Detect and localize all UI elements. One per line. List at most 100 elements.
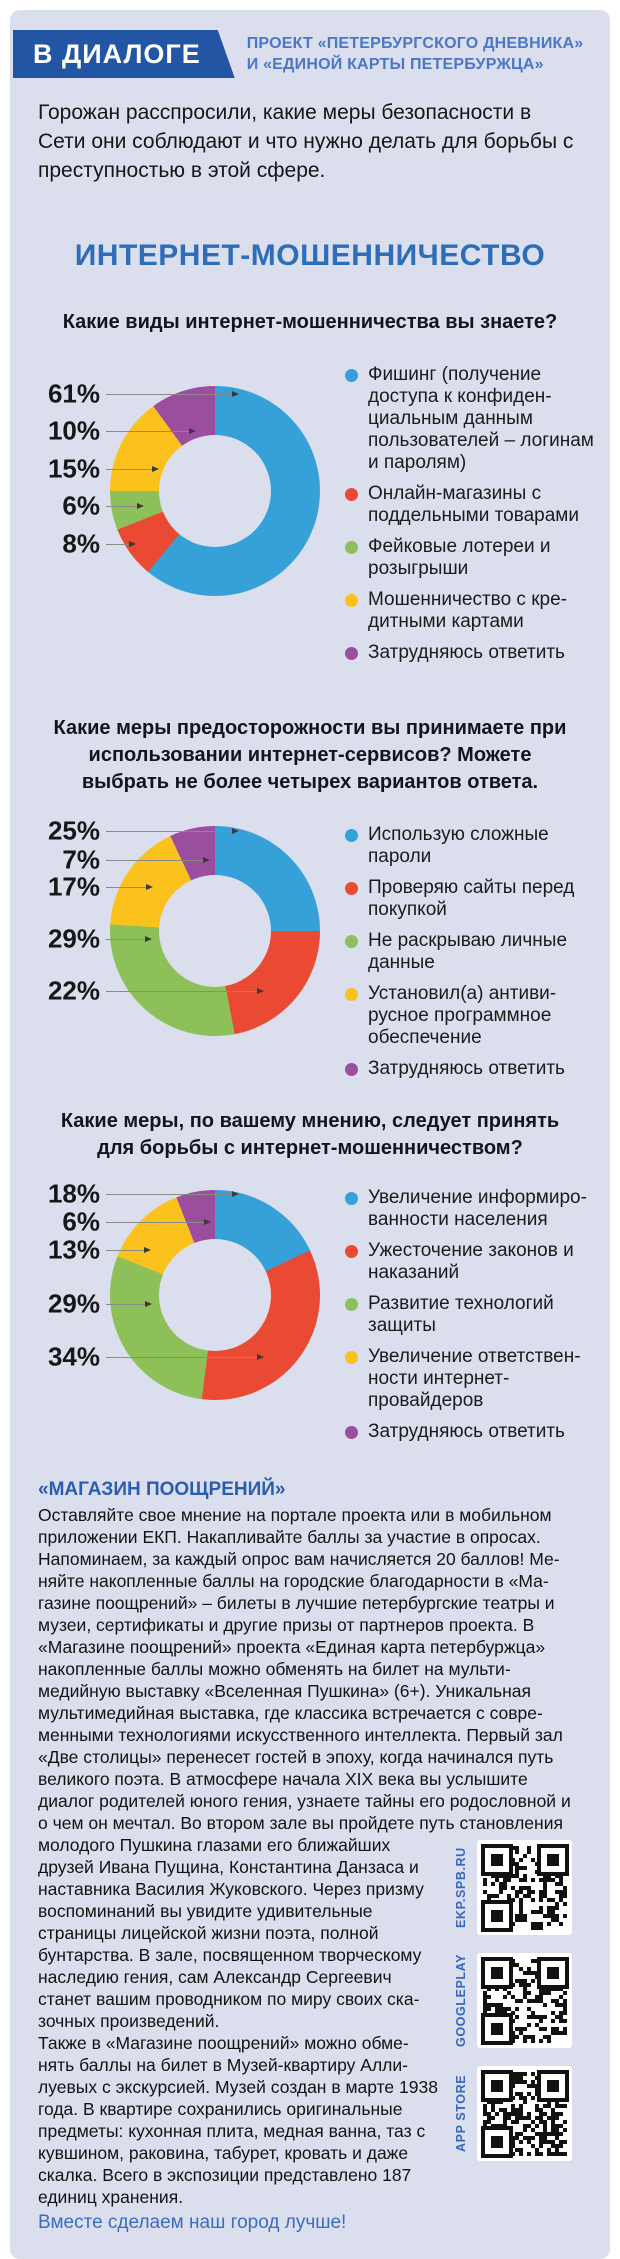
shop-heading: «МАГАЗИН ПООЩРЕНИЙ» (38, 1479, 286, 1500)
legend-item: Проверяю сайты перед покупкой (345, 877, 595, 921)
legend-dot-icon (345, 1426, 358, 1439)
legend-label: Мошенничество с кре­дитными картами (368, 589, 567, 632)
qr-block: EKP.SPB.RU (450, 1840, 582, 1935)
legend-item: Использую сложные пароли (345, 824, 595, 868)
legend-dot-icon (345, 829, 358, 842)
legend-item: Установил(а) антиви­русное программное о… (345, 983, 595, 1049)
legend-dot-icon (345, 594, 358, 607)
shop-section: «МАГАЗИН ПООЩРЕНИЙ» Оставляйте свое мнен… (38, 1478, 582, 2235)
chart-legend: Увеличение информиро­ванности населения У… (345, 1187, 595, 1452)
legend-dot-icon (345, 369, 358, 382)
leader-line (106, 1219, 211, 1225)
legend-item: Затрудняюсь ответить (345, 642, 595, 664)
legend-label: Онлайн-магазины с поддельными това­рами (368, 483, 579, 526)
percent-label: 17% (47, 871, 100, 902)
leader-line (106, 503, 144, 509)
legend-item: Затрудняюсь ответить (345, 1421, 595, 1443)
leader-line (106, 391, 239, 397)
question-1: Какие виды интернет-мошенничества вы зна… (62, 311, 558, 333)
leader-line (106, 541, 136, 547)
chart-legend: Использую сложные пароли Проверяю сайты п… (345, 824, 595, 1089)
legend-label: Увеличение информиро­ванности населения (368, 1187, 587, 1230)
legend-dot-icon (345, 488, 358, 501)
shop-text-wrap: друзей Ивана Пущина, Константина Данзаса… (38, 1857, 424, 2031)
chart-1: 61% 10% 15% 6% 8% Фишинг (получение доступа к… (20, 356, 610, 681)
legend-label: Проверяю сайты перед покупкой (368, 877, 575, 920)
percent-label: 7% (62, 844, 100, 875)
legend-label: Затрудняюсь ответить (368, 1058, 565, 1079)
legend-item: Увеличение ответствен­ности интернет-про… (345, 1346, 595, 1412)
percent-label: 15% (47, 453, 100, 484)
legend-item: Ужесточение законов и наказаний (345, 1240, 595, 1284)
qr-block: GOOGLEPLAY (450, 1953, 582, 2048)
qr-label: EKP.SPB.RU (454, 1847, 468, 1928)
legend-dot-icon (345, 988, 358, 1001)
legend-item: Развитие технологий защиты (345, 1293, 595, 1337)
leader-line (106, 936, 152, 942)
donut-chart (110, 1190, 320, 1400)
percent-label: 25% (47, 815, 100, 846)
page-title: ИНТЕРНЕТ-МОШЕННИЧЕСТВО (74, 239, 546, 272)
legend-dot-icon (345, 882, 358, 895)
leader-line (106, 988, 264, 994)
legend-label: Не раскрываю личные данные (368, 930, 568, 973)
leader-line (106, 1301, 152, 1307)
legend-dot-icon (345, 1351, 358, 1364)
intro-text: Горожан расспросили, какие меры безопасн… (38, 101, 574, 182)
leader-line (106, 1191, 239, 1197)
legend-label: Фейковые лотереи и розыгрыши (368, 536, 551, 579)
brand-banner: В ДИАЛОГЕ (13, 30, 235, 78)
legend-label: Увеличение ответствен­ности интернет-про… (368, 1346, 581, 1411)
legend-dot-icon (345, 647, 358, 660)
legend-label: Фишинг (получение доступа к конфиден­циа… (368, 364, 594, 473)
leader-line (106, 1247, 151, 1253)
legend-label: Использую сложные пароли (368, 824, 549, 867)
percent-label: 13% (47, 1234, 100, 1265)
legend-dot-icon (345, 1298, 358, 1311)
percent-label: 61% (47, 378, 100, 409)
legend-label: Затрудняюсь ответить (368, 642, 565, 663)
qr-code-icon (477, 2066, 572, 2161)
legend-label: Развитие технологий защиты (368, 1293, 554, 1336)
donut-chart (110, 826, 320, 1036)
chart-3: 18% 6% 13% 29% 34% Увеличение информиро­ванно… (20, 1179, 610, 1444)
legend-item: Онлайн-магазины с поддельными това­рами (345, 483, 595, 527)
leader-line (106, 428, 196, 434)
chart-2: 25% 7% 17% 29% 22% Использую сложные пароли Пр… (20, 815, 610, 1080)
qr-label: APP STORE (454, 2074, 468, 2153)
legend-item: Затрудняюсь ответить (345, 1058, 595, 1080)
percent-label: 6% (62, 1206, 100, 1237)
legend-item: Увеличение информиро­ванности населения (345, 1187, 595, 1231)
percent-label: 8% (62, 528, 100, 559)
percent-label: 6% (62, 490, 100, 521)
leader-line (106, 884, 153, 890)
qr-label: GOOGLEPLAY (454, 1953, 468, 2048)
chart-legend: Фишинг (получение доступа к конфиден­циа… (345, 364, 595, 673)
question-2: Какие меры предосторожности вы принимает… (53, 717, 567, 793)
legend-item: Не раскрываю личные данные (345, 930, 595, 974)
question-3: Какие меры, по вашему мнению, следует пр… (60, 1110, 560, 1159)
legend-item: Мошенничество с кре­дитными картами (345, 589, 595, 633)
project-subtitle-line1: ПРОЕКТ «ПЕТЕРБУРГСКОГО ДНЕВНИКА» (246, 35, 584, 52)
legend-label: Установил(а) антиви­русное программное о… (368, 983, 557, 1048)
percent-label: 10% (47, 415, 100, 446)
legend-dot-icon (345, 935, 358, 948)
qr-code-icon (477, 1953, 572, 2048)
legend-dot-icon (345, 541, 358, 554)
percent-label: 34% (47, 1341, 100, 1372)
qr-column: EKP.SPB.RU GOOGLEPLAY APP STORE (450, 1840, 582, 2179)
leader-line (106, 857, 210, 863)
legend-dot-icon (345, 1192, 358, 1205)
project-subtitle: ПРОЕКТ «ПЕТЕРБУРГСКОГО ДНЕВНИКА» И «ЕДИН… (247, 30, 584, 75)
shop-text-intro: Оставляйте свое мнение на портале проект… (38, 1505, 571, 1855)
legend-label: Затрудняюсь ответить (368, 1421, 565, 1442)
footer-slogan: Вместе сделаем наш город лучше! (38, 2212, 347, 2233)
project-subtitle-line2: И «ЕДИНОЙ КАРТЫ ПЕТЕРБУРЖЦА» (246, 56, 544, 73)
infographic-panel: В ДИАЛОГЕ ПРОЕКТ «ПЕТЕРБУРГСКОГО ДНЕВНИК… (10, 10, 610, 2259)
legend-dot-icon (345, 1245, 358, 1258)
qr-code-icon (477, 1840, 572, 1935)
leader-line (106, 828, 239, 834)
leader-line (106, 466, 159, 472)
qr-block: APP STORE (450, 2066, 582, 2161)
donut-chart (110, 386, 320, 596)
